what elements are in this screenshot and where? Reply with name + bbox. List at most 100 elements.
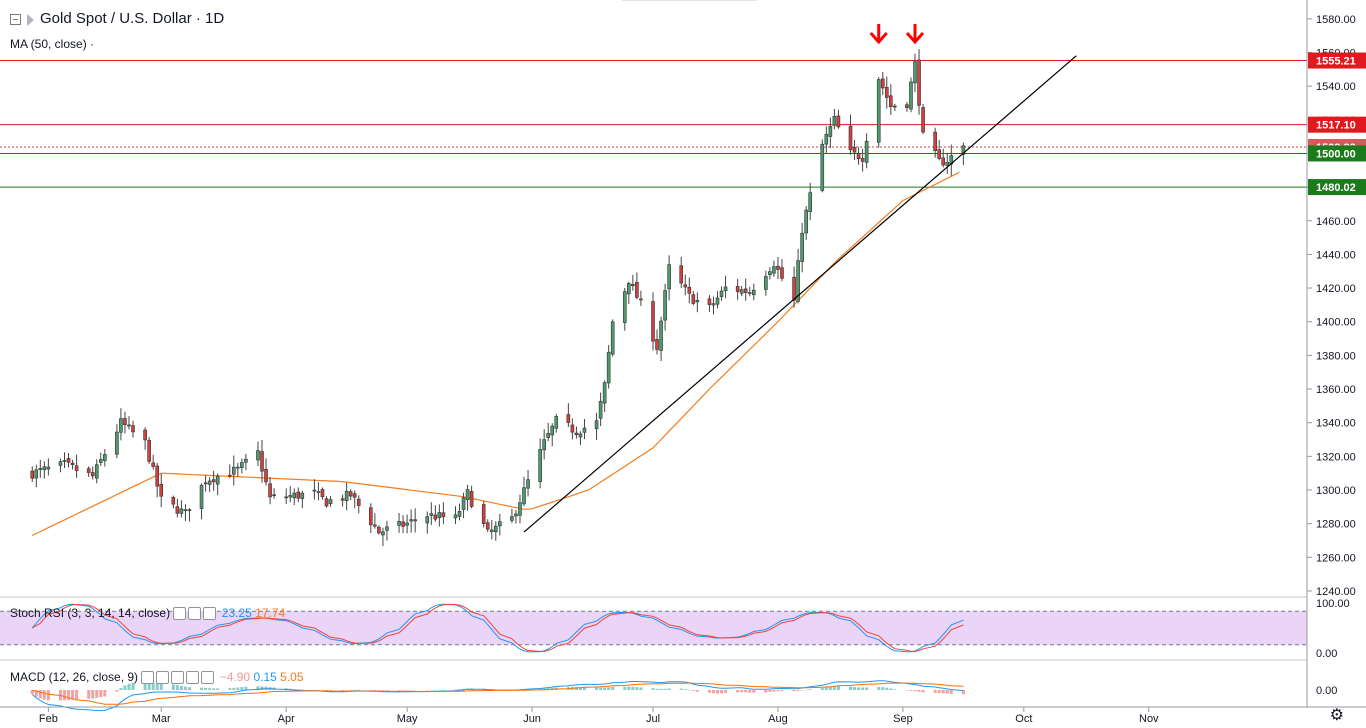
candle: [578, 431, 583, 446]
macd-hist-bar: [179, 685, 183, 690]
candle-body: [864, 140, 869, 163]
macd-hist-bar: [582, 687, 586, 690]
candle: [292, 488, 297, 506]
arrow-head: [869, 31, 888, 45]
macd-hist-bar: [159, 683, 163, 690]
candle-body: [264, 468, 268, 483]
price-axis[interactable]: 1580.001560.001540.001520.001500.001480.…: [1306, 0, 1366, 728]
candle-body: [538, 449, 542, 482]
candle: [187, 508, 192, 522]
candle-body: [348, 491, 353, 497]
macd-hist-bar: [296, 689, 300, 690]
stoch-legend[interactable]: Stoch RSI (3, 3, 14, 14, close) 23.25 17…: [10, 606, 286, 621]
candle-body: [119, 418, 123, 433]
candle-body: [123, 418, 127, 425]
eye-icon[interactable]: [173, 607, 187, 621]
macd-hist-bar: [913, 690, 917, 692]
gear-icon[interactable]: [188, 607, 202, 621]
candle: [719, 286, 724, 301]
candle-body: [723, 286, 728, 292]
candle-body: [715, 297, 720, 305]
candle-body: [260, 451, 264, 472]
candle-body: [719, 290, 724, 297]
candle: [747, 286, 752, 297]
macd-hist-bar: [595, 687, 599, 690]
candle-body: [687, 286, 692, 294]
candle: [510, 508, 514, 524]
candle: [768, 267, 772, 280]
candle-body: [764, 276, 768, 290]
ma-dot: ·: [90, 37, 95, 51]
candle-body: [34, 469, 39, 479]
candle: [876, 77, 881, 148]
candle: [344, 482, 349, 511]
candle: [792, 266, 796, 308]
candle-body: [622, 291, 627, 323]
macd-hist-bar: [611, 686, 615, 690]
candle-body: [485, 522, 490, 530]
stoch-d-line: [31, 603, 964, 652]
candle-body: [735, 286, 740, 292]
trend-line[interactable]: [523, 55, 1077, 533]
settings-gear-icon[interactable]: ⚙: [1329, 707, 1344, 724]
candle: [179, 500, 184, 518]
close-icon[interactable]: [203, 607, 217, 621]
candle-body: [639, 298, 643, 301]
price-tick-label: 1460.00: [1316, 216, 1356, 228]
candle-body: [74, 465, 79, 471]
gear-icon[interactable]: [156, 671, 170, 685]
macd-hist-bar: [808, 689, 812, 690]
ma50-line: [31, 171, 960, 536]
candle-body: [848, 125, 853, 151]
candle-body: [320, 489, 325, 498]
macd-hist-bar: [804, 689, 808, 691]
macd-hist-bar: [127, 683, 131, 690]
candle: [707, 295, 712, 312]
ma-legend[interactable]: MA (50, close) ·: [10, 37, 94, 51]
candle: [288, 486, 293, 503]
candle-body: [179, 508, 184, 514]
source-icon[interactable]: [171, 671, 185, 685]
macd-hist-bar: [369, 689, 373, 691]
time-axis[interactable]: Feb Mar Apr May Jun Jul Aug Sep Oct Nov: [0, 706, 1366, 725]
flag-icon[interactable]: [27, 13, 34, 26]
candle-body: [493, 525, 498, 533]
candle: [937, 139, 941, 161]
candle: [780, 259, 784, 282]
candle: [86, 466, 91, 477]
macd-hist-bar: [373, 690, 377, 691]
macd-legend[interactable]: MACD (12, 26, close, 9) −4.90 0.15 5.05: [10, 670, 304, 685]
candle-body: [498, 521, 502, 527]
macd-hist-bar: [103, 690, 107, 697]
candle: [679, 256, 684, 289]
macd-hist-bar: [941, 690, 945, 694]
candle-body: [171, 497, 176, 505]
candle: [151, 454, 155, 470]
more-icon[interactable]: [186, 671, 200, 685]
macd-hist-bar: [42, 690, 46, 700]
candle-body: [707, 298, 712, 305]
macd-hist-bar: [631, 686, 635, 690]
collapse-icon[interactable]: [10, 14, 21, 26]
macd-hist-bar: [877, 686, 881, 690]
candle-body: [429, 513, 434, 516]
candle: [526, 469, 530, 497]
macd-hist-bar: [204, 687, 208, 690]
candle: [312, 479, 317, 500]
candle-body: [215, 475, 220, 485]
level-price-badge: [1308, 179, 1366, 196]
candle-body: [566, 414, 571, 423]
candle: [268, 477, 272, 505]
candle-body: [542, 439, 546, 451]
candle: [514, 509, 518, 524]
close-icon[interactable]: [201, 671, 215, 685]
macd-hist-bar: [889, 688, 893, 690]
candle: [369, 503, 373, 534]
eye-icon[interactable]: [141, 671, 155, 685]
macd-hist-bar: [320, 690, 324, 691]
macd-hist-bar: [857, 687, 861, 690]
stoch-d-value: 17.74: [255, 606, 286, 620]
candle-body: [127, 424, 131, 427]
candle-body: [425, 516, 430, 524]
